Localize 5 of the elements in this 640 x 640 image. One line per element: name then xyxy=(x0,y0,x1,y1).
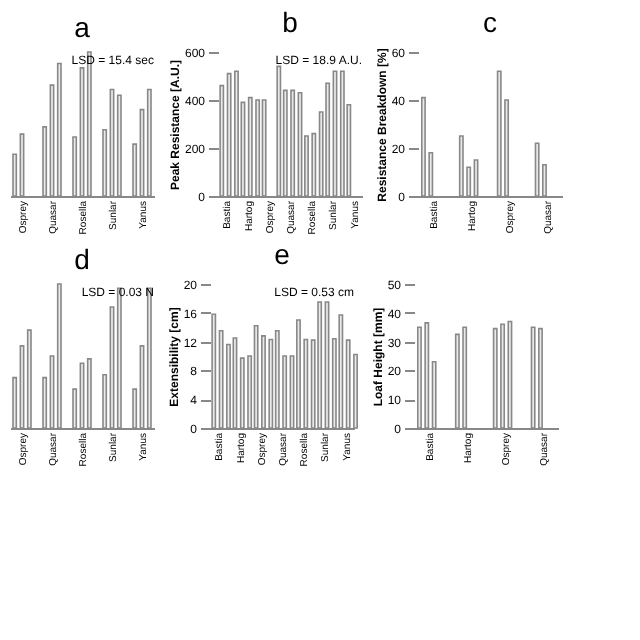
chart-title: a xyxy=(74,11,91,44)
chart-title: c xyxy=(483,6,497,38)
chart-title: b xyxy=(282,6,299,38)
chart-title: e xyxy=(274,238,291,270)
chart-title: d xyxy=(74,243,90,276)
